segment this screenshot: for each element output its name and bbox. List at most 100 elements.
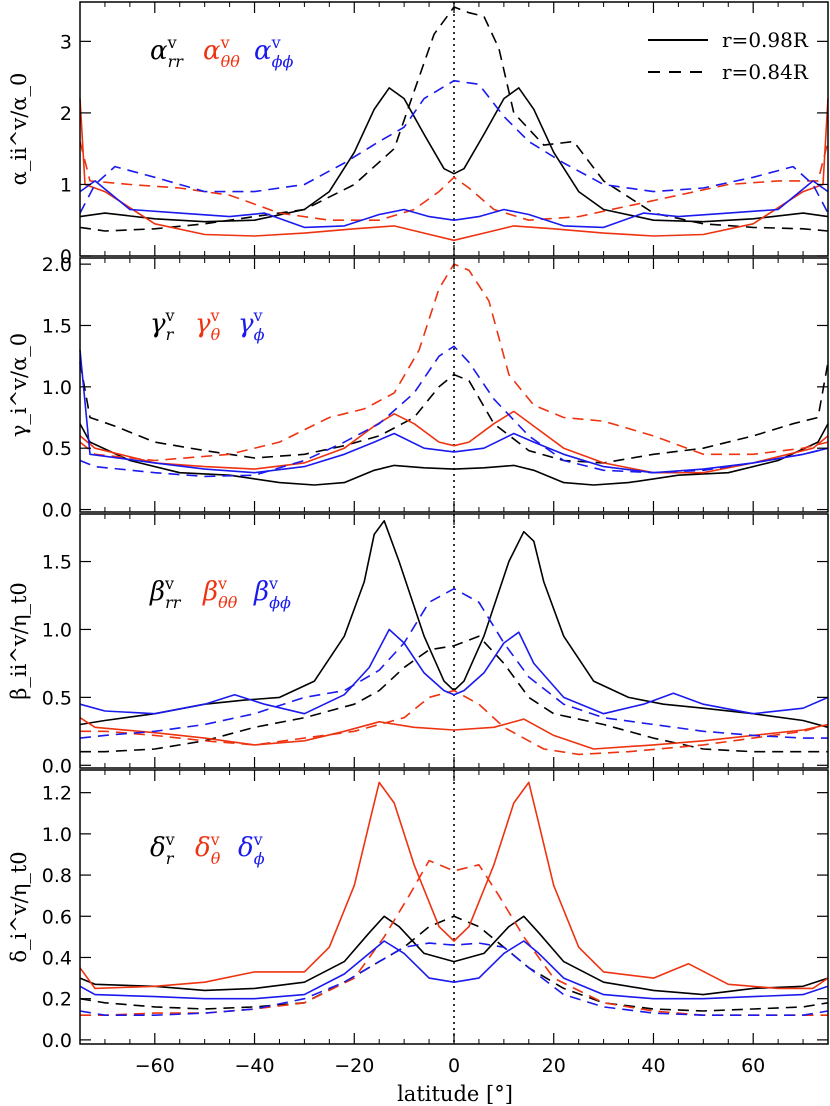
- label-base: α: [150, 36, 168, 66]
- y-tick-label: 1.5: [42, 552, 72, 574]
- label-sub: θ: [211, 325, 221, 344]
- label-base: δ: [238, 833, 254, 863]
- series-label: βv rr: [149, 574, 182, 612]
- x-tick-label: 0: [448, 1055, 460, 1077]
- y-tick-label: 1.0: [42, 619, 72, 641]
- y-tick-label: 0.0: [42, 755, 72, 777]
- series-label: γv ϕ: [238, 306, 265, 344]
- legend-label-dashed: r=0.84R: [722, 60, 809, 84]
- label-sub: θθ: [221, 52, 241, 71]
- y-tick-label: 0.5: [42, 438, 72, 460]
- y-tick-label: 2: [60, 103, 72, 125]
- series-line-black-solid: [79, 423, 829, 486]
- panel-frame: [79, 769, 829, 1045]
- y-tick-label: 1.5: [42, 315, 72, 337]
- y-tick-label: 0.0: [42, 500, 72, 522]
- label-sup: v: [167, 33, 177, 52]
- y-tick-label: 2.0: [42, 254, 72, 276]
- y-tick-label: 1.2: [42, 783, 72, 805]
- series-label: δv θ: [195, 830, 221, 868]
- y-tick-label: 1: [60, 174, 72, 196]
- series-line-red-solid: [79, 98, 829, 242]
- series-line-red-dashed: [79, 141, 829, 221]
- series-line-red-solid: [79, 781, 829, 990]
- y-axis-title: γ_i^v/α_0: [7, 333, 31, 437]
- y-axis-title: β_ii^v/η_t0: [7, 582, 31, 700]
- y-tick-label: 0.8: [42, 865, 72, 887]
- series-line-red-dashed: [79, 263, 829, 462]
- label-sub: rr: [168, 52, 185, 71]
- series-label: βv ϕϕ: [253, 574, 291, 612]
- label-sub: ϕϕ: [269, 593, 291, 612]
- x-tick-label: 60: [741, 1055, 765, 1077]
- y-tick-label: 0: [60, 246, 72, 268]
- series-line-blue-dashed: [79, 942, 829, 1017]
- series-line-black-solid: [79, 915, 829, 996]
- label-base: β: [149, 577, 165, 607]
- label-sup: v: [210, 830, 220, 849]
- series-label: δv r: [150, 830, 175, 868]
- label-sup: v: [165, 830, 175, 849]
- label-sup: v: [217, 574, 227, 593]
- series-label: αv θθ: [203, 33, 240, 71]
- label-sup: v: [220, 33, 230, 52]
- series-label: αv ϕϕ: [254, 33, 294, 71]
- panel-3: 0.00.51.01.5β_ii^v/η_t0 βv rr βv θθ βv ϕϕ: [7, 513, 829, 777]
- label-sub: r: [166, 325, 175, 344]
- series-line-blue-dashed: [79, 587, 828, 739]
- legend-label-solid: r=0.98R: [722, 28, 809, 52]
- x-tick-label: 20: [542, 1055, 566, 1077]
- label-sub: θθ: [218, 593, 238, 612]
- y-tick-label: 0.0: [42, 1030, 72, 1052]
- series-label: γv r: [150, 306, 175, 344]
- label-sub: rr: [165, 593, 182, 612]
- label-sup: v: [253, 306, 263, 325]
- label-sup: v: [210, 306, 220, 325]
- series-line-red-solid: [79, 717, 829, 750]
- series-line-blue-solid: [79, 180, 829, 229]
- label-base: α: [254, 36, 272, 66]
- label-base: γ: [238, 309, 254, 339]
- x-axis-title: latitude [°]: [397, 1082, 513, 1106]
- label-sup: v: [253, 830, 263, 849]
- label-base: β: [202, 577, 218, 607]
- label-base: β: [253, 577, 269, 607]
- label-base: δ: [150, 833, 166, 863]
- chart-legend: r=0.98R r=0.84R: [648, 28, 809, 84]
- label-sub: ϕ: [254, 849, 265, 868]
- series-line-black-dashed: [80, 635, 828, 753]
- y-axis-title: α_ii^v/α_0: [7, 73, 31, 186]
- label-base: γ: [150, 309, 166, 339]
- y-tick-label: 0.5: [42, 687, 72, 709]
- series-label: αv rr: [150, 33, 184, 71]
- x-tick-label: −20: [334, 1055, 374, 1077]
- series-line-blue-solid: [79, 628, 829, 715]
- label-base: γ: [195, 309, 211, 339]
- series-line-black-dashed: [79, 915, 829, 1012]
- y-tick-label: 1.0: [42, 377, 72, 399]
- series-line-blue-solid: [79, 940, 829, 1000]
- x-tick-label: −60: [135, 1055, 175, 1077]
- series-line-black-solid: [79, 87, 829, 223]
- series-label: βv θθ: [202, 574, 238, 612]
- y-tick-label: 3: [60, 31, 72, 53]
- y-tick-label: 0.4: [42, 947, 72, 969]
- series-label: δv ϕ: [238, 830, 265, 868]
- label-sub: ϕ: [254, 325, 265, 344]
- label-sup: v: [164, 574, 174, 593]
- label-sub: r: [166, 849, 175, 868]
- label-sub: ϕϕ: [272, 52, 294, 71]
- label-sup: v: [165, 306, 175, 325]
- label-base: α: [203, 36, 221, 66]
- series-line-red-dashed: [80, 689, 829, 756]
- x-tick-label: −40: [234, 1055, 274, 1077]
- series-line-black-dashed: [79, 6, 829, 232]
- label-sup: v: [268, 574, 278, 593]
- y-tick-label: 1.0: [42, 824, 72, 846]
- series-line-blue-dashed: [79, 79, 829, 214]
- panel-2: 0.00.51.01.52.0γ_i^v/α_0γv r γv θ γv ϕ: [7, 254, 829, 522]
- series-line-black-dashed: [79, 362, 829, 464]
